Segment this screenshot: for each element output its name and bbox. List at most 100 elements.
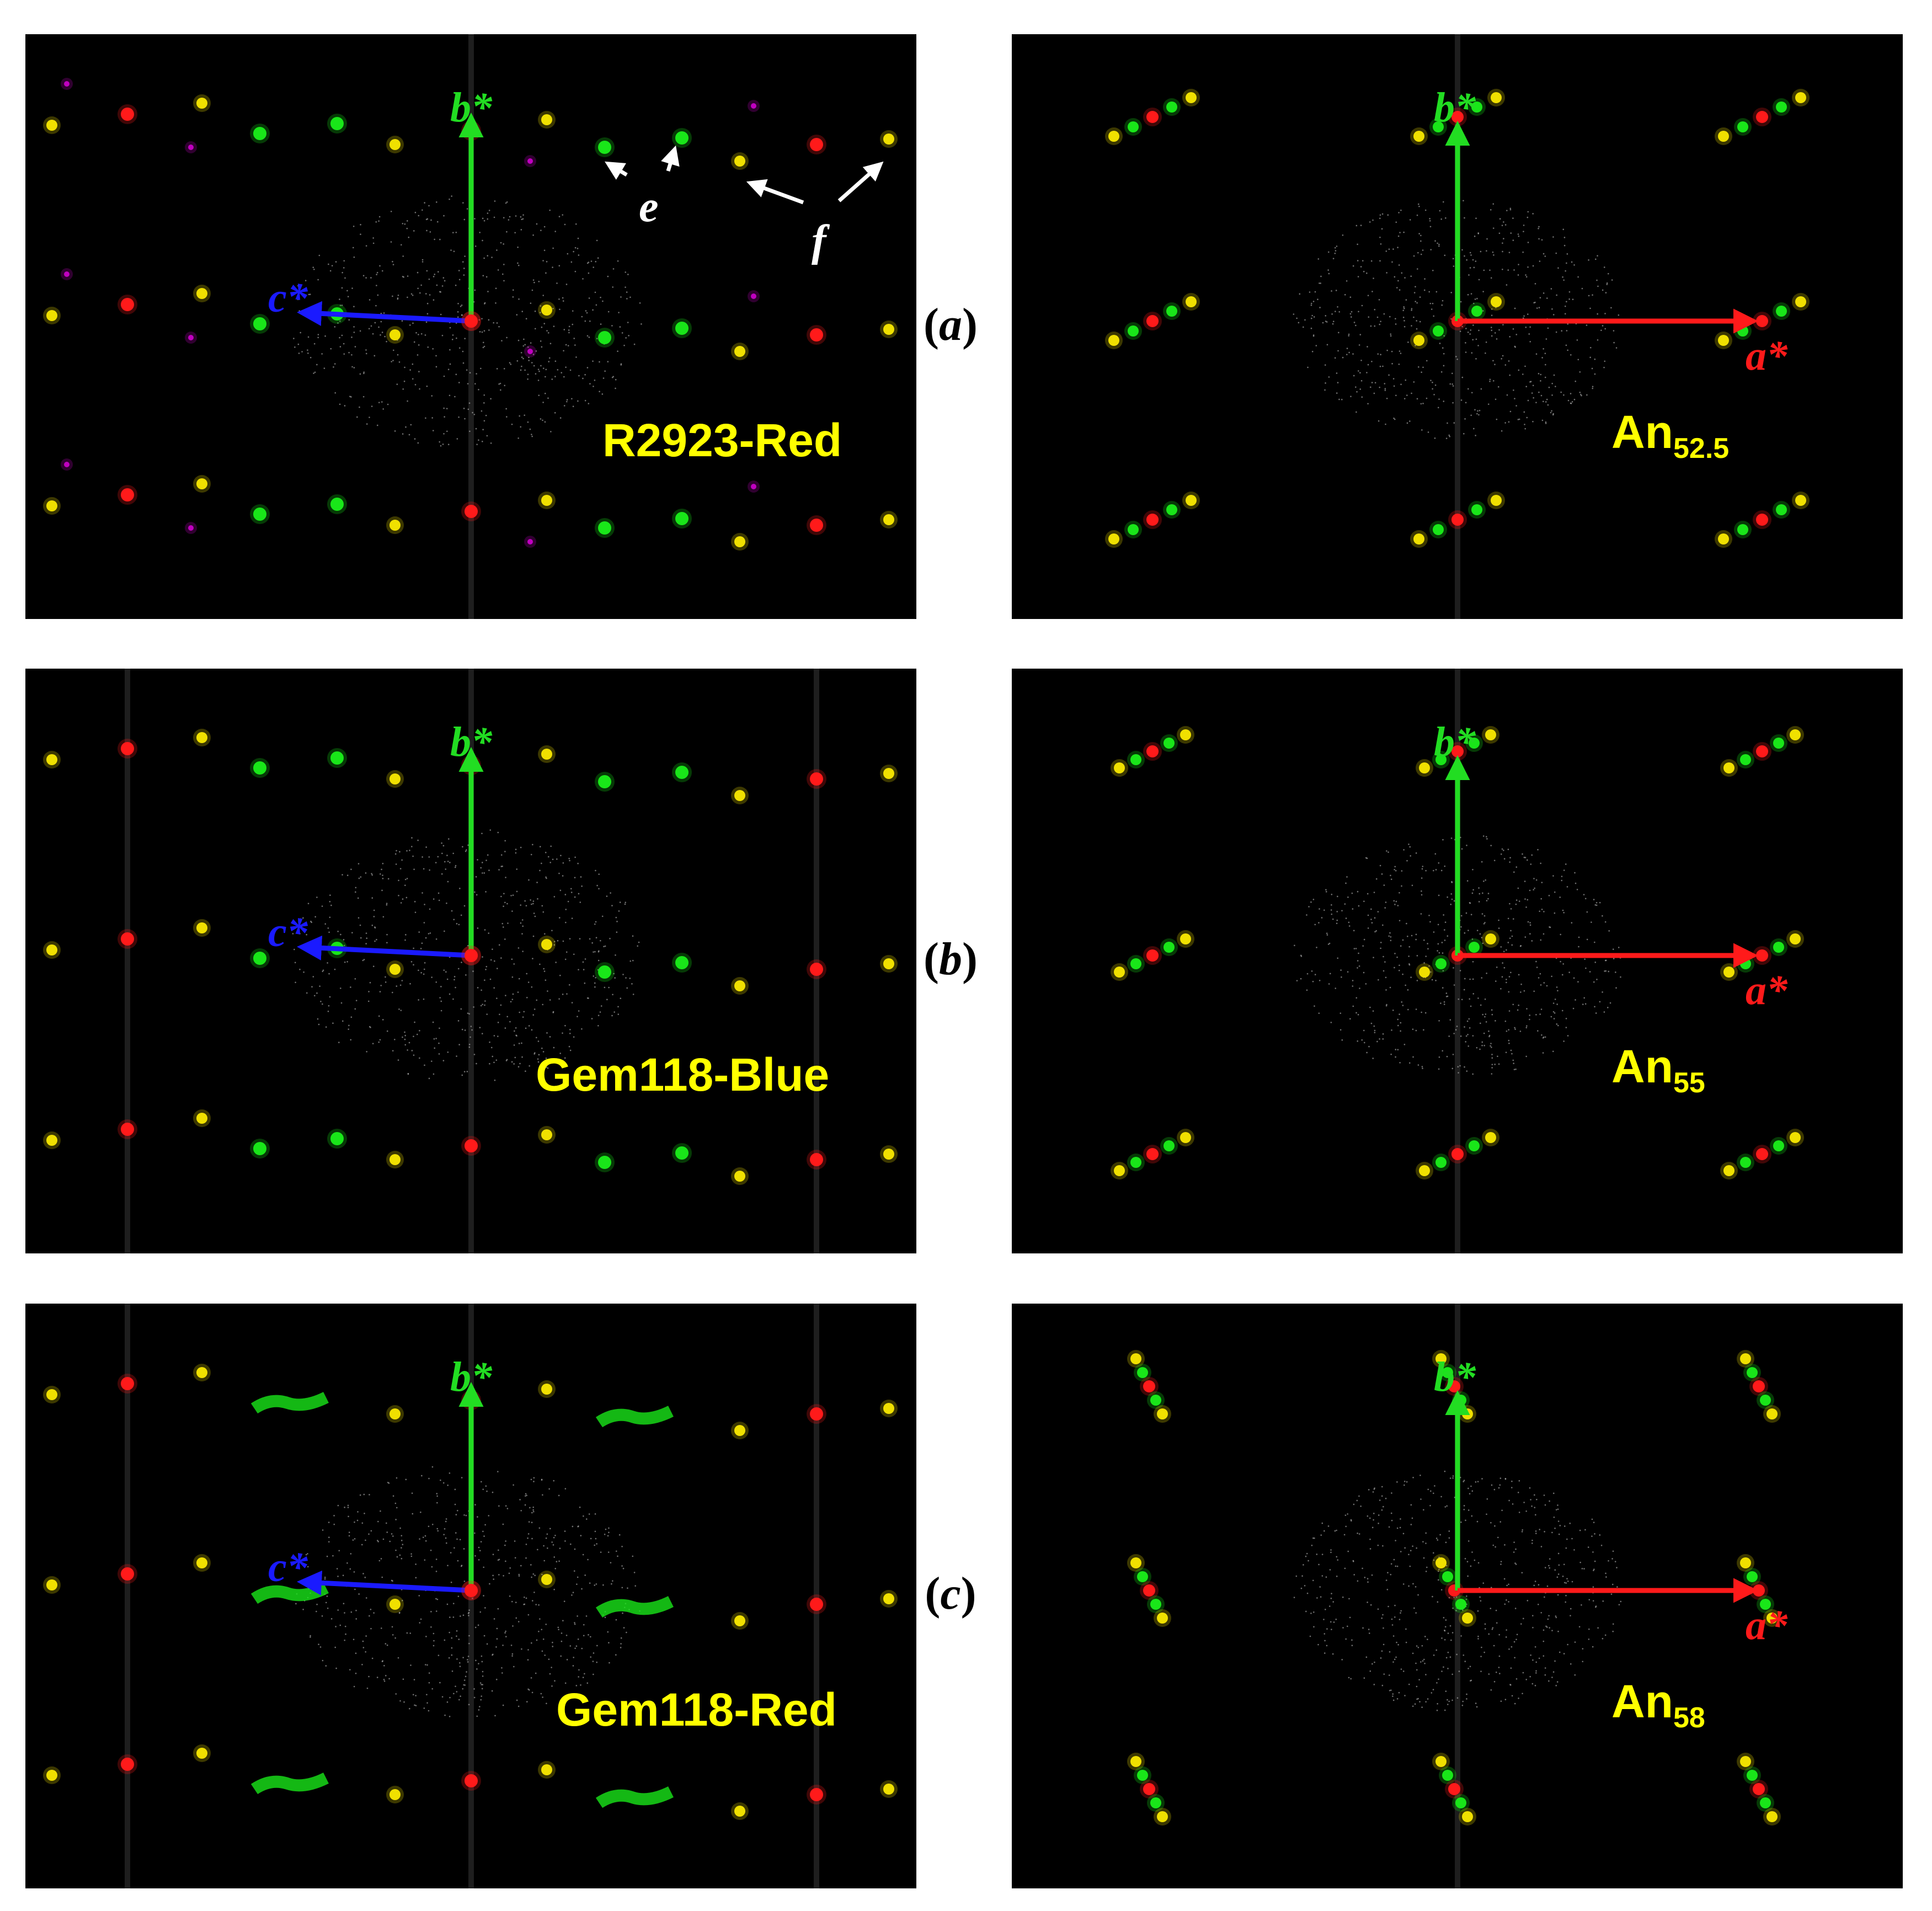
noise-dot <box>532 354 535 355</box>
noise-dot <box>1489 378 1491 381</box>
noise-dot <box>1488 1034 1491 1037</box>
noise-dot <box>481 1481 482 1483</box>
noise-dot <box>1524 365 1526 367</box>
noise-dot <box>1465 328 1467 329</box>
noise-dot <box>1396 956 1398 958</box>
noise-dot <box>1341 1659 1343 1661</box>
noise-dot <box>482 1684 483 1686</box>
noise-dot <box>474 289 476 291</box>
noise-dot <box>295 1603 297 1605</box>
noise-dot <box>571 1002 573 1003</box>
noise-dot <box>494 1079 496 1081</box>
noise-dot <box>422 1536 424 1539</box>
noise-dot <box>1421 429 1423 431</box>
noise-dot <box>1435 869 1437 871</box>
noise-dot <box>1325 891 1327 893</box>
noise-dot <box>582 377 584 380</box>
noise-dot <box>444 1714 446 1716</box>
noise-dot <box>373 916 375 917</box>
diffraction-spot <box>1471 504 1482 515</box>
noise-dot <box>1543 292 1545 294</box>
noise-dot <box>527 1649 529 1651</box>
composition-label: An58 <box>1611 1675 1705 1734</box>
noise-dot <box>1482 942 1484 944</box>
noise-dot <box>1319 1586 1321 1588</box>
diffraction-spot <box>188 335 194 340</box>
noise-dot <box>1506 979 1507 980</box>
noise-dot <box>380 1510 381 1512</box>
noise-dot <box>1438 1068 1440 1070</box>
noise-dot <box>1379 386 1380 388</box>
noise-dot <box>1508 1583 1509 1586</box>
noise-dot <box>452 232 454 233</box>
noise-dot <box>423 868 425 870</box>
noise-dot <box>1355 997 1358 999</box>
diffraction-spot <box>1773 942 1784 953</box>
noise-dot <box>545 1624 547 1625</box>
noise-dot <box>593 386 594 387</box>
noise-dot <box>1475 358 1477 360</box>
noise-dot <box>379 991 381 992</box>
noise-dot <box>1508 976 1511 978</box>
noise-dot <box>517 1066 520 1067</box>
noise-dot <box>1455 1596 1458 1598</box>
noise-dot <box>1395 318 1396 320</box>
noise-dot <box>534 328 536 330</box>
noise-dot <box>1445 992 1448 994</box>
noise-dot <box>355 1609 357 1611</box>
noise-dot <box>408 1042 410 1044</box>
noise-dot <box>333 1515 335 1517</box>
noise-dot <box>1360 1505 1362 1507</box>
noise-dot <box>421 261 424 263</box>
noise-dot <box>503 243 504 245</box>
noise-dot <box>441 285 444 287</box>
noise-dot <box>468 402 471 404</box>
noise-dot <box>480 1005 482 1007</box>
noise-dot <box>553 1588 555 1590</box>
noise-dot <box>311 986 313 988</box>
noise-dot <box>519 1499 521 1501</box>
noise-dot <box>351 354 353 356</box>
noise-dot <box>1582 1648 1584 1650</box>
noise-dot <box>440 1000 442 1002</box>
noise-dot <box>395 1549 397 1551</box>
noise-dot <box>423 968 425 970</box>
noise-dot <box>1588 295 1590 297</box>
noise-dot <box>479 1550 481 1552</box>
noise-dot <box>371 1657 373 1659</box>
noise-dot <box>513 1063 515 1065</box>
noise-dot <box>569 860 570 862</box>
noise-dot <box>1500 1561 1502 1562</box>
noise-dot <box>435 1610 437 1612</box>
noise-dot <box>1552 1050 1554 1053</box>
noise-dot <box>346 290 348 292</box>
noise-dot <box>1565 1017 1567 1019</box>
noise-dot <box>1399 350 1401 352</box>
noise-dot <box>318 322 320 324</box>
diffraction-spot <box>121 108 134 121</box>
noise-dot <box>426 270 428 272</box>
noise-dot <box>1539 910 1540 912</box>
noise-dot <box>1552 1671 1555 1673</box>
noise-dot <box>402 1036 403 1038</box>
noise-dot <box>1308 906 1310 908</box>
noise-dot <box>376 285 377 286</box>
noise-dot <box>317 334 319 335</box>
noise-dot <box>328 1005 330 1007</box>
noise-dot <box>1592 1646 1594 1648</box>
noise-dot <box>379 1039 381 1041</box>
noise-dot <box>1357 1013 1359 1016</box>
noise-dot <box>1442 952 1444 954</box>
noise-dot <box>538 1630 540 1632</box>
noise-dot <box>415 1577 417 1579</box>
noise-dot <box>1357 960 1359 962</box>
noise-dot <box>1543 253 1545 255</box>
noise-dot <box>1332 1653 1334 1655</box>
noise-dot <box>504 385 506 387</box>
noise-dot <box>481 1684 482 1685</box>
axis-label-a-star: a* <box>1746 967 1787 1013</box>
noise-dot <box>1375 930 1377 932</box>
noise-dot <box>433 898 435 900</box>
noise-dot <box>474 1626 477 1629</box>
noise-dot <box>316 992 318 994</box>
